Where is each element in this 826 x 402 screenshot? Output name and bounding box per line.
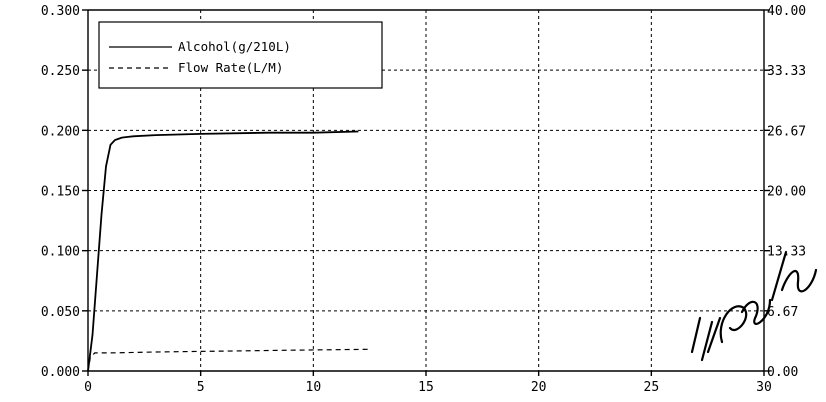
y2-tick-label: 40.00 bbox=[767, 4, 806, 19]
x-tick-label: 5 bbox=[197, 380, 205, 395]
series-lines bbox=[87, 130, 370, 372]
legend: Alcohol(g/210L) Flow Rate(L/M) bbox=[98, 21, 383, 89]
y-tick-label: 0.000 bbox=[41, 365, 80, 380]
x-tick-label: 15 bbox=[418, 380, 434, 395]
y2-tick-label: 0.00 bbox=[767, 365, 798, 380]
y-tick-label: 0.050 bbox=[41, 305, 80, 320]
x-tick-label: 20 bbox=[531, 380, 547, 395]
y2-tick-label: 6.67 bbox=[767, 305, 798, 320]
legend-label-alcohol: Alcohol(g/210L) bbox=[178, 39, 291, 54]
legend-label-flow: Flow Rate(L/M) bbox=[178, 60, 283, 75]
signature-mark bbox=[690, 250, 818, 362]
x-tick-label: 30 bbox=[756, 380, 772, 395]
axes bbox=[82, 9, 770, 376]
y2-tick-label: 20.00 bbox=[767, 185, 806, 200]
series-flow-rate-line bbox=[87, 348, 370, 372]
x-tick-label: 10 bbox=[306, 380, 322, 395]
x-tick-label: 0 bbox=[84, 380, 92, 395]
legend-box bbox=[98, 21, 383, 89]
y-tick-label: 0.100 bbox=[41, 245, 80, 260]
signature-stroke bbox=[690, 250, 818, 362]
y-tick-label: 0.200 bbox=[41, 124, 80, 139]
x-tick-label: 25 bbox=[644, 380, 660, 395]
y2-tick-label: 33.33 bbox=[767, 64, 806, 79]
y-tick-label: 0.250 bbox=[41, 64, 80, 79]
y2-tick-label: 26.67 bbox=[767, 124, 806, 139]
series-alcohol-line bbox=[87, 130, 359, 372]
y-tick-label: 0.150 bbox=[41, 185, 80, 200]
y-tick-label: 0.300 bbox=[41, 4, 80, 19]
